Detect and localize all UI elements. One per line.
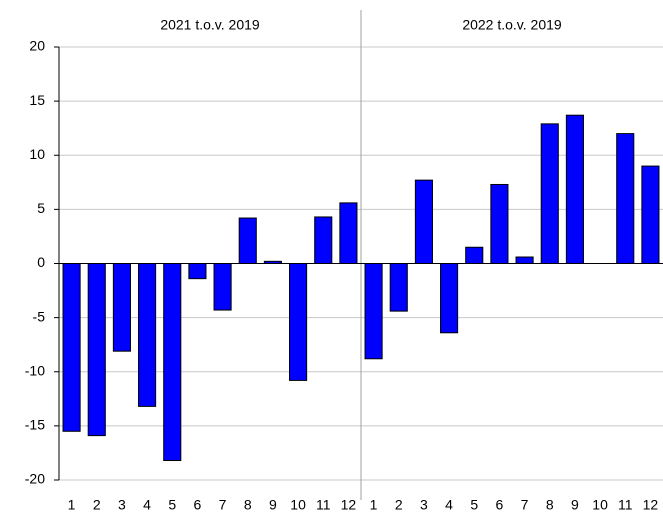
bar (540, 123, 559, 264)
x-tick-label: 9 (269, 497, 277, 513)
y-tick-label: -5 (33, 308, 46, 324)
y-tick-label: 20 (29, 38, 45, 54)
y-tick-label: -20 (25, 471, 45, 487)
bar (163, 263, 182, 462)
x-tick-label: 5 (168, 497, 176, 513)
bar (314, 216, 333, 264)
bar (112, 263, 131, 352)
bar (389, 263, 408, 312)
y-tick-label: -15 (25, 417, 45, 433)
bar (616, 133, 635, 264)
x-tick-label: 8 (244, 497, 252, 513)
x-tick-label: 5 (470, 497, 478, 513)
x-tick-label: 3 (118, 497, 126, 513)
bar (414, 179, 433, 265)
bar (515, 256, 534, 265)
x-tick-label: 2 (93, 497, 101, 513)
x-tick-label: 10 (592, 497, 608, 513)
group-label: 2022 t.o.v. 2019 (462, 17, 562, 33)
x-tick-label: 7 (521, 497, 529, 513)
x-tick-label: 1 (370, 497, 378, 513)
x-tick-label: 4 (445, 497, 453, 513)
x-tick-label: 12 (341, 497, 357, 513)
bar (565, 114, 584, 265)
x-tick-label: 8 (546, 497, 554, 513)
bar (490, 183, 509, 264)
bar (213, 263, 232, 311)
y-tick-label: -10 (25, 362, 45, 378)
bar (440, 263, 459, 334)
x-tick-label: 11 (618, 497, 633, 513)
y-tick-label: 0 (37, 254, 45, 270)
bar (339, 202, 358, 265)
x-tick-label: 1 (68, 497, 76, 513)
x-tick-label: 3 (420, 497, 428, 513)
bar (641, 165, 660, 264)
bar (138, 263, 157, 407)
x-tick-label: 11 (316, 497, 331, 513)
bar (465, 246, 484, 264)
x-tick-label: 4 (143, 497, 151, 513)
x-tick-label: 2 (395, 497, 403, 513)
bar (188, 263, 207, 280)
x-tick-label: 10 (290, 497, 306, 513)
group-label: 2021 t.o.v. 2019 (160, 17, 260, 33)
y-tick-label: 15 (29, 92, 45, 108)
y-tick-label: 10 (29, 146, 45, 162)
x-tick-label: 6 (194, 497, 202, 513)
x-tick-label: 7 (219, 497, 227, 513)
x-tick-label: 6 (496, 497, 504, 513)
bar (289, 263, 308, 381)
x-tick-label: 9 (571, 497, 579, 513)
bar (62, 263, 81, 432)
y-tick-label: 5 (37, 200, 45, 216)
bar (87, 263, 106, 437)
bar (364, 263, 383, 360)
bar (238, 217, 257, 265)
x-tick-label: 12 (643, 497, 659, 513)
